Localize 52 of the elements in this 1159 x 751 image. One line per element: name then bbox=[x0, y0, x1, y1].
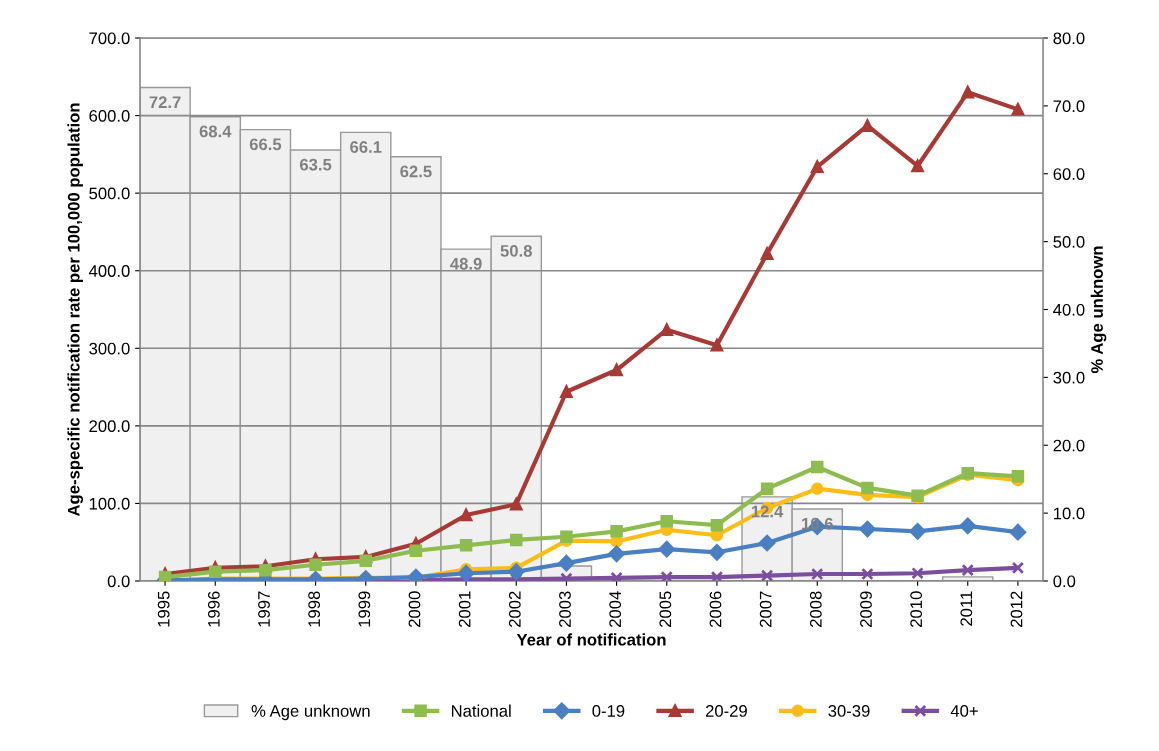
x-tick-label: 1996 bbox=[207, 591, 220, 627]
x-tick-label: 2004 bbox=[609, 591, 622, 627]
x-tick-label: 2011 bbox=[960, 591, 973, 626]
x-tick-label: 2005 bbox=[659, 591, 672, 627]
legend-label: National bbox=[451, 704, 511, 717]
data-label: 68.4 bbox=[199, 125, 232, 138]
y-tick-label: 100.0 bbox=[89, 497, 130, 510]
legend-label: 0-19 bbox=[592, 705, 625, 717]
data-label: 72.7 bbox=[149, 96, 181, 108]
x-tick-label: 2007 bbox=[759, 591, 772, 627]
data-label: 50.8 bbox=[500, 244, 532, 257]
y2-tick-label: 10.0 bbox=[1053, 507, 1085, 520]
y2-tick-label: 80.0 bbox=[1053, 32, 1085, 45]
x-tick-label: 1997 bbox=[258, 591, 270, 627]
data-label: 48.9 bbox=[450, 257, 482, 270]
x-tick-label: 2009 bbox=[860, 591, 872, 627]
legend-label: 30-39 bbox=[828, 705, 870, 717]
data-label: 66.1 bbox=[350, 141, 382, 153]
data-label: 63.5 bbox=[299, 158, 332, 171]
y2-tick-label: 70.0 bbox=[1053, 100, 1085, 113]
x-tick-label: 2001 bbox=[458, 591, 471, 627]
y2-tick-label: 60.0 bbox=[1053, 168, 1085, 180]
y2-tick-label: 40.0 bbox=[1053, 303, 1085, 316]
x-tick-label: 2003 bbox=[559, 591, 571, 627]
y2-axis-title: % Age unknown bbox=[1090, 246, 1107, 374]
x-tick-label: 1998 bbox=[308, 591, 321, 627]
y2-tick-label: 20.0 bbox=[1053, 439, 1085, 452]
y2-tick-label: 50.0 bbox=[1053, 236, 1085, 248]
x-tick-label: 2000 bbox=[408, 591, 421, 627]
y2-tick-label: 0.0 bbox=[1053, 575, 1076, 588]
y-tick-label: 700.0 bbox=[89, 32, 130, 45]
y-tick-label: 0.0 bbox=[107, 575, 130, 588]
y2-tick-label: 30.0 bbox=[1053, 371, 1085, 384]
x-tick-label: 2012 bbox=[1010, 591, 1023, 627]
y-tick-label: 400.0 bbox=[88, 265, 130, 277]
data-label: 62.5 bbox=[400, 165, 432, 178]
x-tick-label: 2010 bbox=[910, 591, 923, 627]
x-tick-label: 1999 bbox=[358, 591, 371, 627]
legend-label: 40+ bbox=[950, 705, 978, 717]
y-axis-title: Age-specific notification rate per 100,000 population bbox=[67, 103, 84, 517]
x-tick-label: 2002 bbox=[508, 591, 521, 627]
y-tick-label: 500.0 bbox=[89, 187, 130, 200]
x-axis-title: Year of notification bbox=[516, 633, 666, 646]
y-tick-label: 600.0 bbox=[89, 109, 130, 122]
x-tick-label: 2006 bbox=[709, 591, 722, 627]
data-label: 66.5 bbox=[249, 138, 282, 151]
x-tick-label: 2008 bbox=[809, 591, 822, 627]
y-tick-label: 300.0 bbox=[89, 342, 130, 355]
legend-label: 20-29 bbox=[705, 705, 747, 717]
y-tick-label: 200.0 bbox=[89, 420, 130, 433]
x-tick-label: 1995 bbox=[157, 591, 170, 627]
legend-label: % Age unknown bbox=[251, 704, 370, 721]
